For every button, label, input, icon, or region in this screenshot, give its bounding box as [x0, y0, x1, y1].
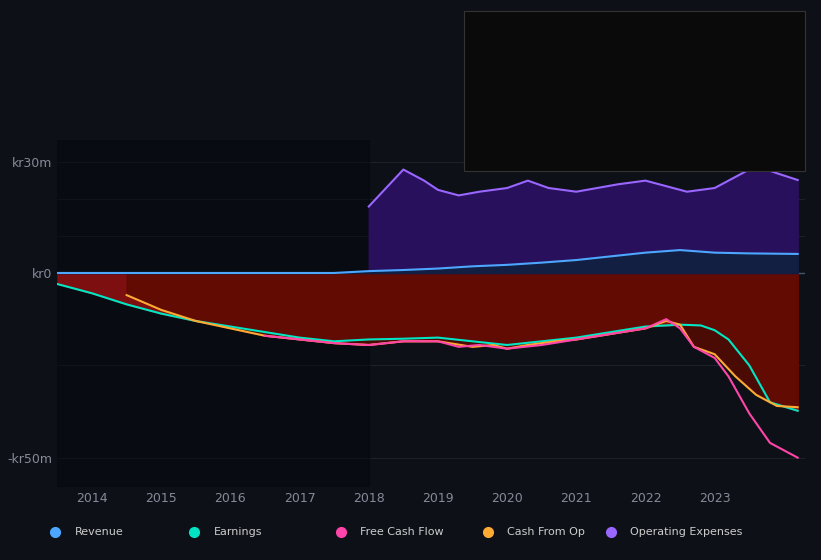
Text: /yr: /yr: [719, 69, 733, 80]
Text: Operating Expenses: Operating Expenses: [474, 147, 580, 157]
Text: Earnings: Earnings: [213, 527, 262, 537]
Text: -kr36.353m: -kr36.353m: [627, 124, 695, 133]
Text: /yr: /yr: [719, 124, 733, 133]
Bar: [57, 140, 369, 487]
Text: Revenue: Revenue: [474, 46, 519, 56]
Text: profit margin: profit margin: [663, 85, 735, 95]
Text: Free Cash Flow: Free Cash Flow: [474, 100, 553, 110]
Text: Free Cash Flow: Free Cash Flow: [360, 527, 444, 537]
Text: Earnings: Earnings: [474, 69, 520, 80]
Text: /yr: /yr: [719, 100, 733, 110]
Text: Cash From Op: Cash From Op: [474, 124, 547, 133]
Text: Dec 31 2023: Dec 31 2023: [474, 19, 556, 32]
Text: -724.1%: -724.1%: [627, 85, 676, 95]
Text: /yr: /yr: [719, 147, 733, 157]
Text: -kr36.353m: -kr36.353m: [627, 100, 695, 110]
Text: Cash From Op: Cash From Op: [507, 527, 585, 537]
Text: Revenue: Revenue: [75, 527, 123, 537]
Text: -kr37.305m: -kr37.305m: [627, 69, 695, 80]
Text: Operating Expenses: Operating Expenses: [631, 527, 743, 537]
Text: kr5.152m: kr5.152m: [627, 46, 683, 56]
Text: /yr: /yr: [719, 46, 733, 56]
Text: kr25.171m: kr25.171m: [627, 147, 690, 157]
